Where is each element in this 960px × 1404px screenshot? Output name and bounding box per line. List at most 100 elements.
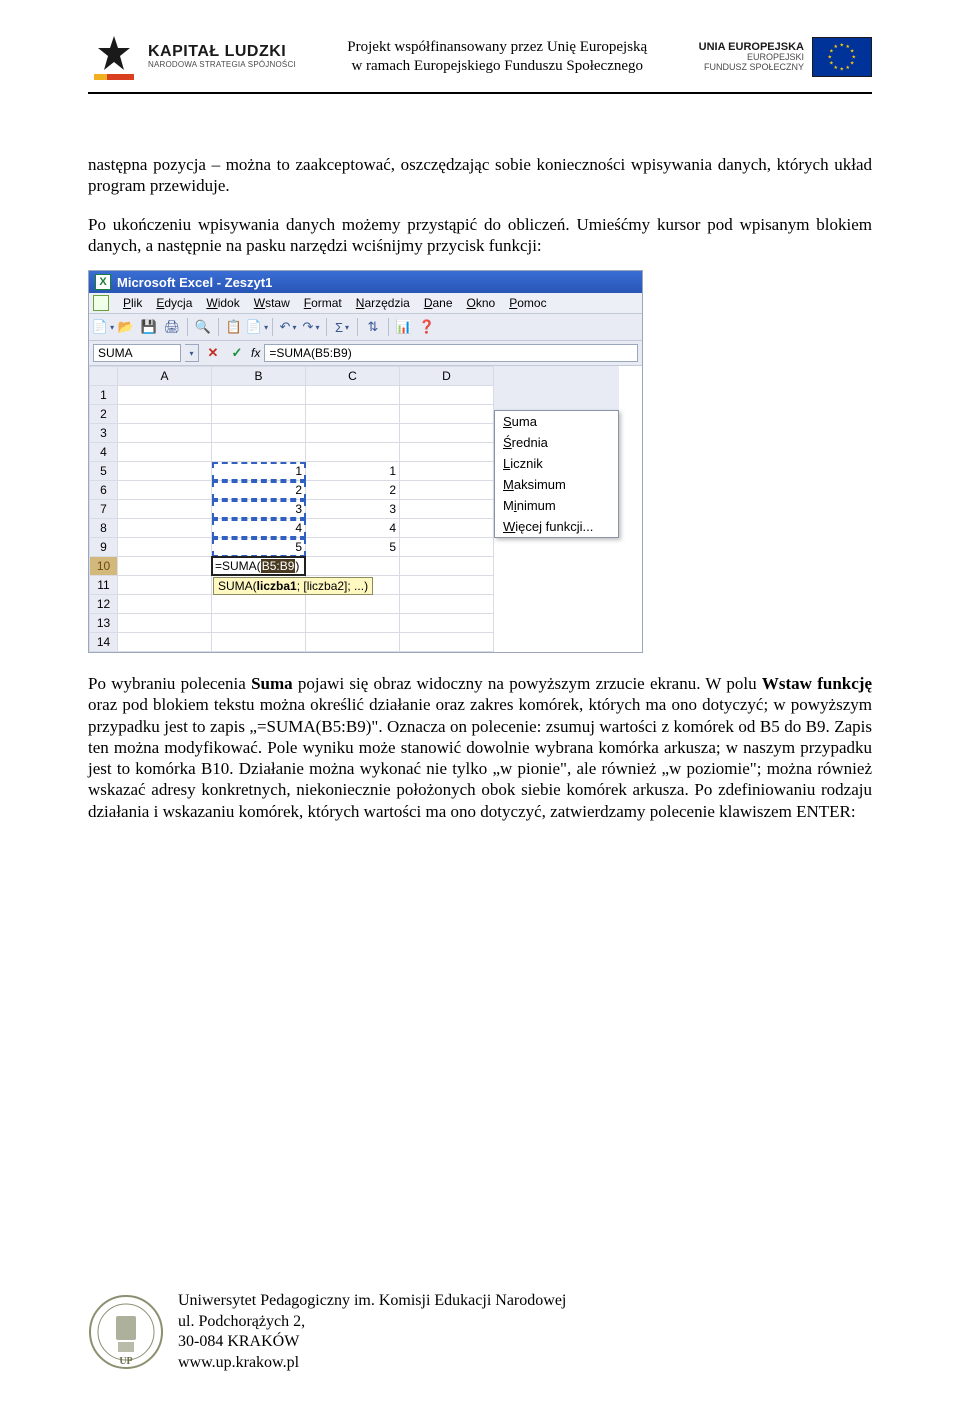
col-header-A[interactable]: A bbox=[118, 367, 212, 386]
col-header-D[interactable]: D bbox=[400, 367, 494, 386]
cell-D7[interactable] bbox=[400, 500, 494, 519]
cell-D13[interactable] bbox=[400, 614, 494, 633]
dropdown-item[interactable]: Więcej funkcji... bbox=[495, 516, 618, 537]
cell-A10[interactable] bbox=[118, 557, 212, 576]
dropdown-item[interactable]: Maksimum bbox=[495, 474, 618, 495]
cell-C2[interactable] bbox=[306, 405, 400, 424]
cell-B12[interactable] bbox=[212, 595, 306, 614]
cell-C12[interactable] bbox=[306, 595, 400, 614]
cell-D4[interactable] bbox=[400, 443, 494, 462]
formula-accept-icon[interactable]: ✓ bbox=[227, 343, 247, 363]
cell-B4[interactable] bbox=[212, 443, 306, 462]
cell-A12[interactable] bbox=[118, 595, 212, 614]
cell-C14[interactable] bbox=[306, 633, 400, 652]
row-header-7[interactable]: 7 bbox=[90, 500, 118, 519]
cell-B14[interactable] bbox=[212, 633, 306, 652]
cell-C4[interactable] bbox=[306, 443, 400, 462]
cell-A14[interactable] bbox=[118, 633, 212, 652]
row-header-1[interactable]: 1 bbox=[90, 386, 118, 405]
toolbar-button[interactable]: 📊 bbox=[394, 317, 414, 337]
dropdown-item[interactable]: Suma bbox=[495, 411, 618, 432]
cell-A3[interactable] bbox=[118, 424, 212, 443]
row-header-11[interactable]: 11 bbox=[90, 576, 118, 595]
cell-D6[interactable] bbox=[400, 481, 494, 500]
cell-A9[interactable] bbox=[118, 538, 212, 557]
row-header-9[interactable]: 9 bbox=[90, 538, 118, 557]
cell-B6[interactable]: 2 bbox=[212, 481, 306, 500]
toolbar-button[interactable]: 🔍 bbox=[193, 317, 213, 337]
cell-C10[interactable] bbox=[306, 557, 400, 576]
toolbar-button[interactable]: ↶ bbox=[278, 317, 298, 337]
cell-D8[interactable] bbox=[400, 519, 494, 538]
name-box[interactable]: SUMA bbox=[93, 344, 181, 362]
cell-D11[interactable] bbox=[400, 576, 494, 595]
menu-pomoc[interactable]: Pomoc bbox=[509, 296, 546, 310]
menu-edycja[interactable]: Edycja bbox=[156, 296, 192, 310]
cell-A6[interactable] bbox=[118, 481, 212, 500]
cell-B13[interactable] bbox=[212, 614, 306, 633]
cell-A4[interactable] bbox=[118, 443, 212, 462]
cell-B3[interactable] bbox=[212, 424, 306, 443]
row-header-2[interactable]: 2 bbox=[90, 405, 118, 424]
menu-narzędzia[interactable]: Narzędzia bbox=[356, 296, 410, 310]
row-header-12[interactable]: 12 bbox=[90, 595, 118, 614]
toolbar-button[interactable]: 💾 bbox=[139, 317, 159, 337]
cell-C1[interactable] bbox=[306, 386, 400, 405]
row-header-3[interactable]: 3 bbox=[90, 424, 118, 443]
cell-B8[interactable]: 4 bbox=[212, 519, 306, 538]
cell-D9[interactable] bbox=[400, 538, 494, 557]
cell-C7[interactable]: 3 bbox=[306, 500, 400, 519]
cell-C9[interactable]: 5 bbox=[306, 538, 400, 557]
cell-A7[interactable] bbox=[118, 500, 212, 519]
row-header-14[interactable]: 14 bbox=[90, 633, 118, 652]
col-header-C[interactable]: C bbox=[306, 367, 400, 386]
name-box-dropdown[interactable]: ▾ bbox=[185, 344, 199, 362]
dropdown-item[interactable]: Minimum bbox=[495, 495, 618, 516]
cell-D2[interactable] bbox=[400, 405, 494, 424]
cell-C6[interactable]: 2 bbox=[306, 481, 400, 500]
cell-D14[interactable] bbox=[400, 633, 494, 652]
grid-corner[interactable] bbox=[90, 367, 118, 386]
cell-B7[interactable]: 3 bbox=[212, 500, 306, 519]
menu-plik[interactable]: Plik bbox=[123, 296, 142, 310]
cell-D3[interactable] bbox=[400, 424, 494, 443]
col-header-B[interactable]: B bbox=[212, 367, 306, 386]
spreadsheet-grid[interactable]: ABCD123451162273384495510=SUMA(B5:B9)SUM… bbox=[89, 366, 494, 652]
row-header-6[interactable]: 6 bbox=[90, 481, 118, 500]
cell-B1[interactable] bbox=[212, 386, 306, 405]
cell-D1[interactable] bbox=[400, 386, 494, 405]
menu-wstaw[interactable]: Wstaw bbox=[254, 296, 290, 310]
cell-D12[interactable] bbox=[400, 595, 494, 614]
cell-A2[interactable] bbox=[118, 405, 212, 424]
toolbar-button[interactable]: 📂 bbox=[116, 317, 136, 337]
autosum-dropdown[interactable]: SumaŚredniaLicznikMaksimumMinimumWięcej … bbox=[494, 410, 619, 538]
menu-widok[interactable]: Widok bbox=[206, 296, 239, 310]
cell-C8[interactable]: 4 bbox=[306, 519, 400, 538]
cell-C3[interactable] bbox=[306, 424, 400, 443]
toolbar-button[interactable]: Σ bbox=[332, 317, 352, 337]
cell-D10[interactable] bbox=[400, 557, 494, 576]
cell-D5[interactable] bbox=[400, 462, 494, 481]
menu-dane[interactable]: Dane bbox=[424, 296, 453, 310]
cell-A11[interactable] bbox=[118, 576, 212, 595]
toolbar-button[interactable]: ❓ bbox=[417, 317, 437, 337]
fx-icon[interactable]: fx bbox=[251, 346, 260, 360]
cell-A8[interactable] bbox=[118, 519, 212, 538]
menu-format[interactable]: Format bbox=[304, 296, 342, 310]
cell-B10[interactable]: =SUMA(B5:B9)SUMA(liczba1; [liczba2]; ...… bbox=[212, 557, 306, 576]
cell-C5[interactable]: 1 bbox=[306, 462, 400, 481]
active-cell-overlay[interactable]: =SUMA(B5:B9)SUMA(liczba1; [liczba2]; ...… bbox=[211, 556, 306, 576]
cell-B2[interactable] bbox=[212, 405, 306, 424]
formula-input[interactable]: =SUMA(B5:B9) bbox=[264, 344, 638, 362]
toolbar-button[interactable]: 📄 bbox=[93, 317, 113, 337]
row-header-10[interactable]: 10 bbox=[90, 557, 118, 576]
row-header-13[interactable]: 13 bbox=[90, 614, 118, 633]
cell-B9[interactable]: 5 bbox=[212, 538, 306, 557]
menu-okno[interactable]: Okno bbox=[467, 296, 496, 310]
cell-A5[interactable] bbox=[118, 462, 212, 481]
toolbar-button[interactable]: 📄 bbox=[247, 317, 267, 337]
toolbar-button[interactable]: ↷ bbox=[301, 317, 321, 337]
toolbar-button[interactable]: 🖨 bbox=[162, 317, 182, 337]
cell-B5[interactable]: 1 bbox=[212, 462, 306, 481]
dropdown-item[interactable]: Średnia bbox=[495, 432, 618, 453]
